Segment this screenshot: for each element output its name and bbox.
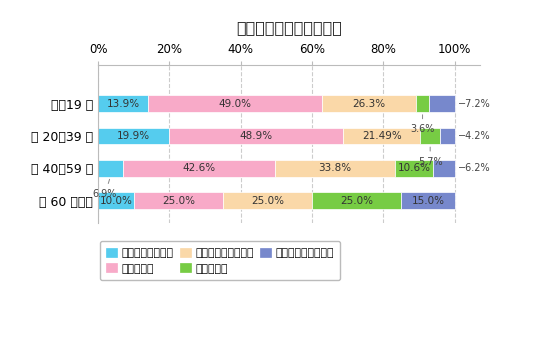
Bar (98, 95, 148, 112)
Text: 13.9%: 13.9% (106, 99, 140, 109)
Title: 年齢別関心度合（男性）: 年齢別関心度合（男性） (236, 20, 342, 35)
Bar (416, 95, 429, 112)
Bar (123, 160, 275, 177)
Bar (134, 192, 223, 209)
Bar (433, 160, 455, 177)
Bar (169, 127, 343, 144)
Bar (98, 160, 123, 177)
Legend: 非常に関心がある, 関心がある, どちらともいえない, 関心が無い, まったく関心はない: 非常に関心がある, 関心がある, どちらともいえない, 関心が無い, まったく関… (100, 241, 340, 280)
Text: 21.49%: 21.49% (362, 131, 402, 141)
Bar (440, 127, 455, 144)
Bar (395, 160, 433, 177)
Bar (343, 127, 420, 144)
Text: −6.2%: −6.2% (458, 163, 491, 173)
Bar (98, 127, 169, 144)
Text: 25.0%: 25.0% (251, 195, 284, 206)
Text: 5.7%: 5.7% (418, 147, 443, 167)
Bar (420, 127, 440, 144)
Bar (312, 192, 401, 209)
Text: 19.9%: 19.9% (117, 131, 150, 141)
Bar (223, 192, 312, 209)
Text: 49.0%: 49.0% (219, 99, 251, 109)
Text: 10.0%: 10.0% (100, 195, 132, 206)
Bar (322, 95, 416, 112)
Text: 3.6%: 3.6% (410, 115, 435, 134)
Text: 25.0%: 25.0% (340, 195, 373, 206)
Bar (401, 192, 455, 209)
Text: −4.2%: −4.2% (458, 131, 491, 141)
Bar (429, 95, 455, 112)
Text: 15.0%: 15.0% (411, 195, 444, 206)
Text: −7.2%: −7.2% (457, 99, 490, 109)
Text: 42.6%: 42.6% (182, 163, 215, 173)
Text: 48.9%: 48.9% (240, 131, 273, 141)
Text: 10.6%: 10.6% (397, 163, 431, 173)
Bar (98, 192, 134, 209)
Bar (275, 160, 395, 177)
Text: 6.9%: 6.9% (93, 179, 117, 199)
Text: 33.8%: 33.8% (318, 163, 352, 173)
Text: 25.0%: 25.0% (162, 195, 195, 206)
Bar (148, 95, 322, 112)
Text: 26.3%: 26.3% (353, 99, 386, 109)
